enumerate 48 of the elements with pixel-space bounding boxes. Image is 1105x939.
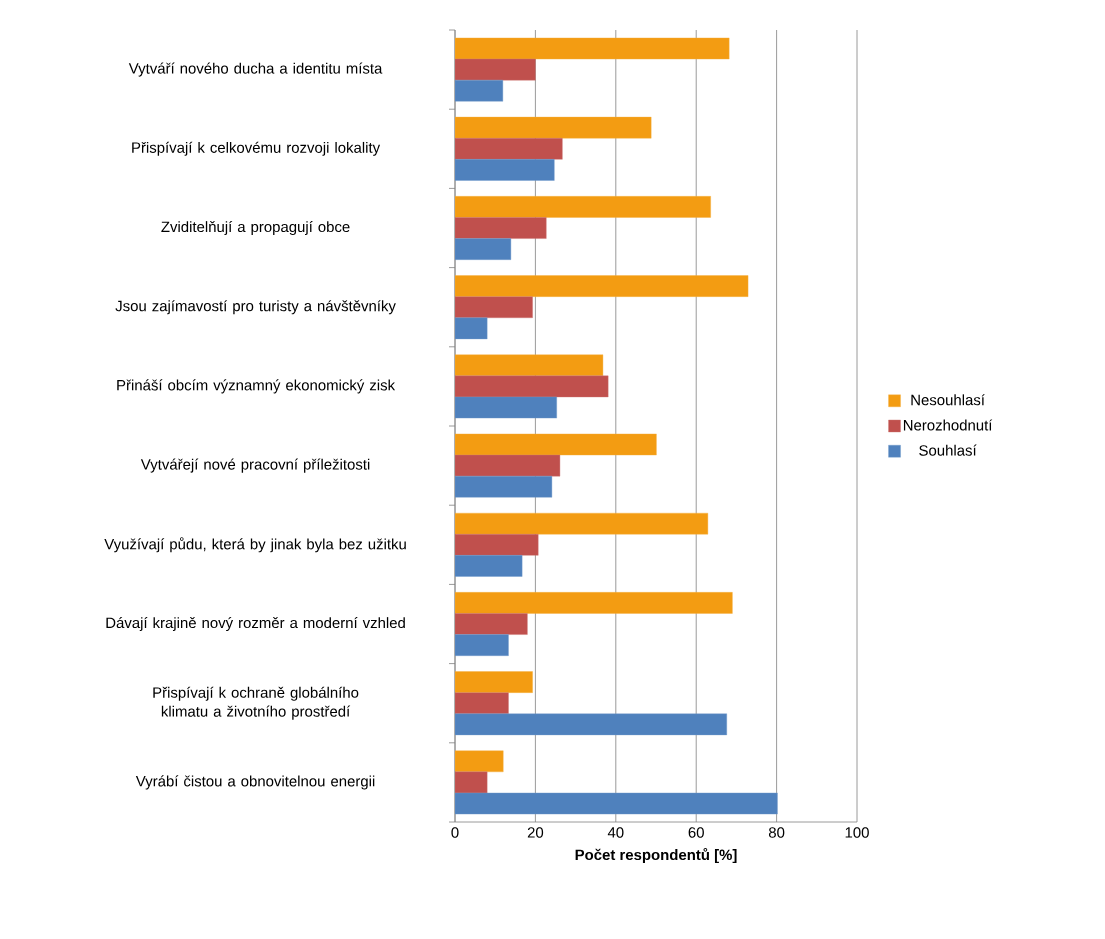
bar <box>455 79 504 102</box>
x-tick-label: 20 <box>527 827 544 838</box>
bar <box>455 138 563 160</box>
bar <box>455 159 555 181</box>
bar <box>455 692 509 714</box>
bar <box>455 275 749 297</box>
bar <box>455 534 539 556</box>
bar <box>455 613 528 635</box>
y-tick-label: Vyrábí čistou a obnovitelnou energii <box>135 775 375 790</box>
x-tick-label: 80 <box>768 827 785 838</box>
bar <box>455 354 604 377</box>
bar <box>455 475 553 498</box>
bar <box>455 792 778 815</box>
y-tick-label: Jsou zajímavostí pro turisty a návštěvníky <box>115 300 396 315</box>
bar <box>455 238 512 260</box>
bar <box>455 37 730 60</box>
bar <box>455 454 561 477</box>
bar <box>455 592 733 614</box>
x-axis-title: Počet respondentů [%] <box>575 847 737 864</box>
legend-label: Souhlasí <box>919 444 977 456</box>
x-tick-label: 60 <box>688 827 704 838</box>
bar <box>455 634 509 656</box>
bar <box>455 317 488 340</box>
bar <box>455 713 727 736</box>
x-tick-label: 40 <box>607 827 624 838</box>
y-tick-label: Vytváří nového ducha a identitu místa <box>128 62 383 77</box>
bar <box>455 375 609 398</box>
bar <box>455 771 488 794</box>
bar <box>455 217 547 239</box>
x-tick-label: 0 <box>451 827 459 838</box>
bar <box>455 116 652 139</box>
legend-label: Nesouhlasí <box>911 394 985 406</box>
bar <box>455 750 504 773</box>
bar <box>455 671 533 693</box>
y-tick-label: Využívají půdu, která by jinak byla bez užitku <box>104 537 406 553</box>
y-tick-label: Zviditelňují a propagují obce <box>161 220 350 236</box>
y-tick-label: Dávají krajině nový rozměr a moderní vzhled <box>106 616 405 632</box>
bar <box>455 58 536 81</box>
bar <box>455 512 709 535</box>
x-tick-label: 100 <box>845 827 869 838</box>
y-tick-label: Přispívají k ochraně globálního klimatu a životního prostředí <box>153 686 359 720</box>
bar <box>455 196 711 218</box>
legend-label: Nerozhodnutí <box>903 419 993 431</box>
y-tick-label: Vytvářejí nové pracovní příležitosti <box>140 458 370 473</box>
y-tick-label: Přispívají k celkovému rozvoji lokality <box>132 141 381 156</box>
bar <box>455 296 533 318</box>
y-tick-label: Přináší obcím významný ekonomický zisk <box>117 379 396 394</box>
bar <box>455 555 523 577</box>
